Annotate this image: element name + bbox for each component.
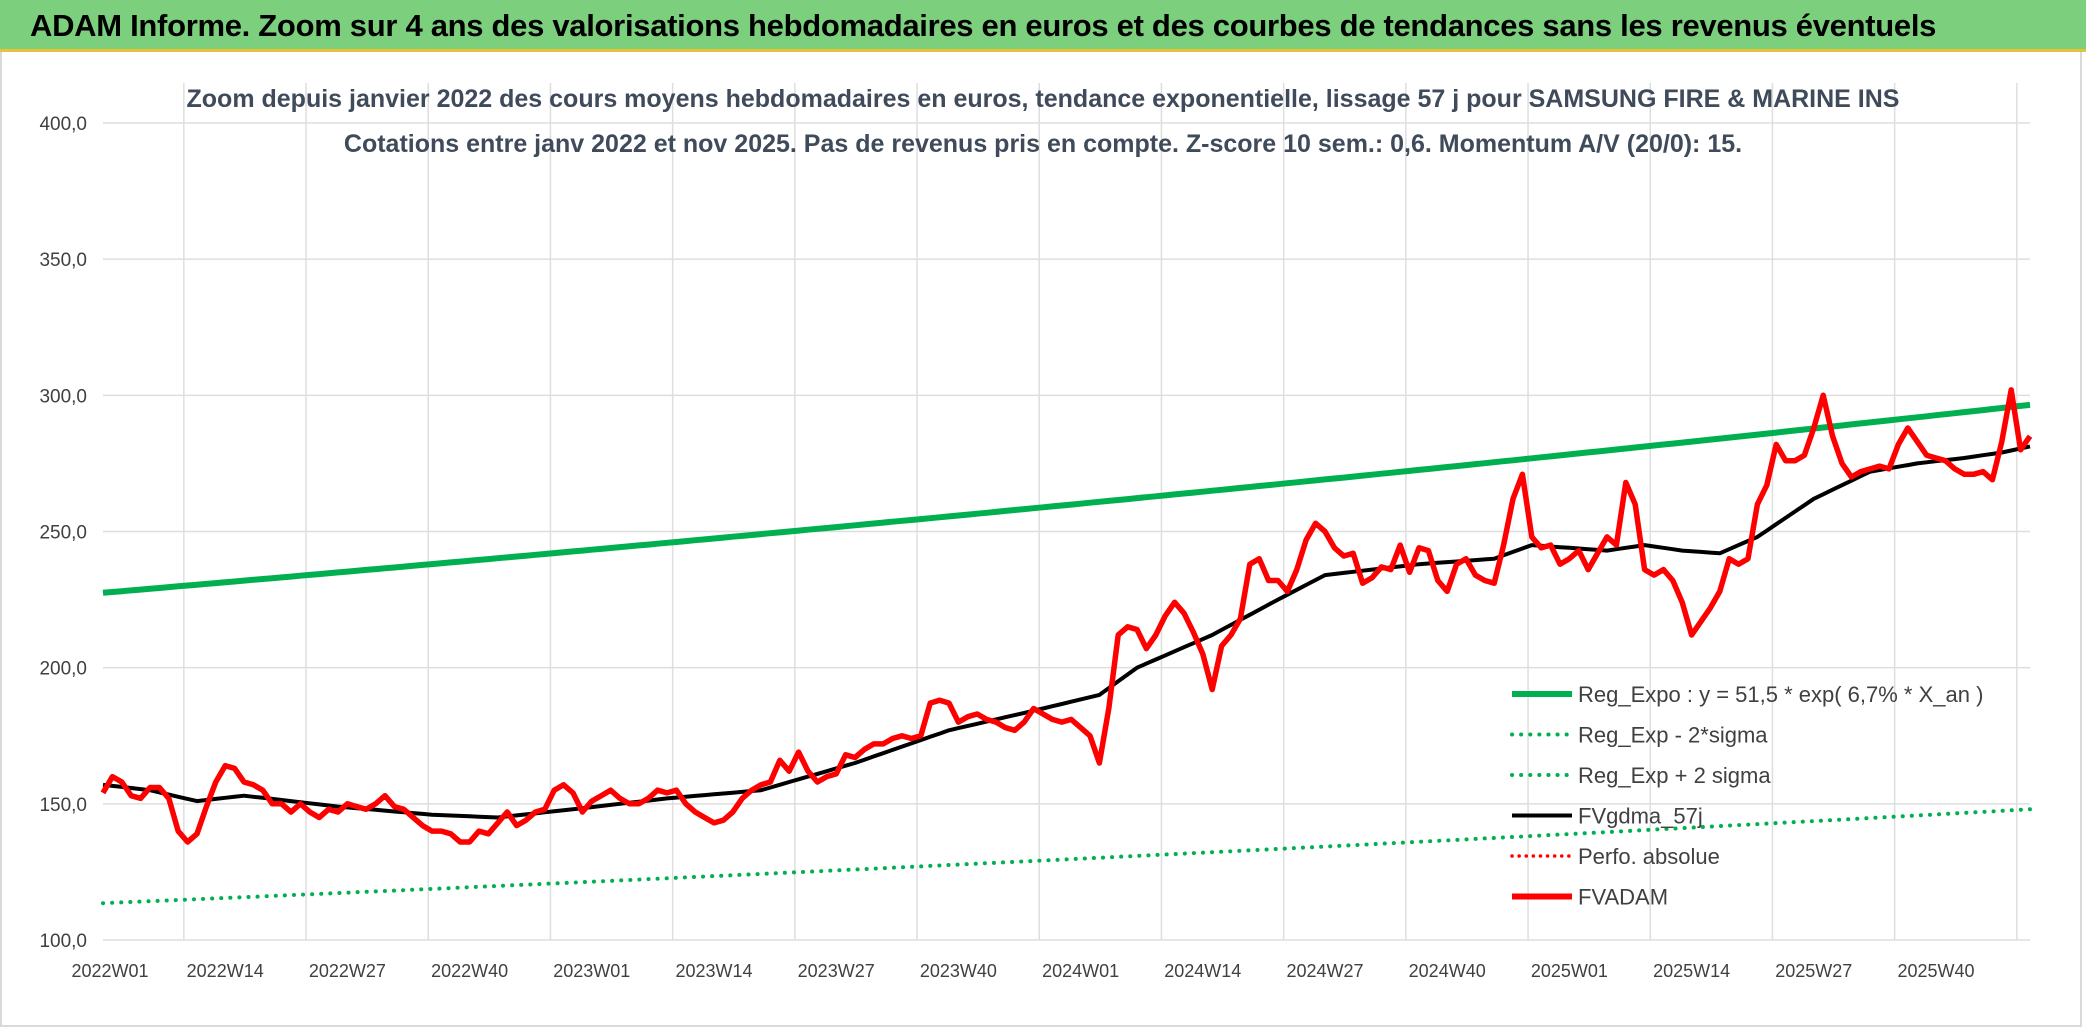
grid-layer (103, 83, 2030, 941)
series-reg-expo (102, 401, 2031, 596)
x-tick-label: 2024W40 (1409, 961, 1486, 981)
series-layer (100, 387, 2033, 906)
y-tick-label: 250,0 (39, 523, 87, 544)
legend-label: Perfo. absolue (1578, 844, 1720, 869)
legend-label: Reg_Expo : y = 51,5 * exp( 6,7% * X_an ) (1578, 682, 1983, 707)
axis-layer: 100,0 150,0 200,0 250,0 300,0 350,0 400,0 2022W… (39, 114, 1974, 981)
x-tick-label: 2022W01 (71, 961, 148, 981)
x-tick-label: 2023W01 (553, 961, 630, 981)
chart-title-line2: Cotations entre janv 2022 et nov 2025. P… (344, 130, 1742, 158)
y-tick-label: 300,0 (39, 386, 87, 407)
header-bar: ADAM Informe. Zoom sur 4 ans des valoris… (0, 0, 2086, 52)
x-tick-label: 2023W27 (798, 961, 875, 981)
x-tick-label: 2025W27 (1775, 961, 1852, 981)
y-tick-label: 100,0 (39, 931, 87, 952)
chart-frame (0, 52, 2082, 1027)
y-tick-label: 150,0 (39, 795, 87, 816)
x-tick-label: 2023W40 (920, 961, 997, 981)
legend: Reg_Expo : y = 51,5 * exp( 6,7% * X_an )… (1510, 682, 1983, 910)
legend-label: FVgdma_57j (1578, 804, 1703, 829)
x-tick-label: 2023W14 (675, 961, 752, 981)
chart-title-line1: Zoom depuis janvier 2022 des cours moyen… (187, 85, 1900, 113)
x-tick-label: 2022W40 (431, 961, 508, 981)
legend-label: Reg_Exp - 2*sigma (1578, 723, 1768, 748)
x-tick-label: 2024W14 (1164, 961, 1241, 981)
series-fvadam (100, 387, 2033, 845)
y-tick-label: 400,0 (39, 114, 87, 135)
y-tick-label: 350,0 (39, 250, 87, 271)
series-reg_minus (101, 807, 2032, 906)
x-tick-label: 2024W01 (1042, 961, 1119, 981)
x-tick-label: 2025W14 (1653, 961, 1730, 981)
x-tick-label: 2022W14 (187, 961, 264, 981)
series-fvgdma-57j (102, 444, 2031, 820)
x-tick-label: 2022W27 (309, 961, 386, 981)
x-tick-label: 2025W01 (1531, 961, 1608, 981)
x-tick-label: 2024W27 (1286, 961, 1363, 981)
legend-label: Reg_Exp + 2 sigma (1578, 763, 1771, 788)
legend-label: FVADAM (1578, 885, 1668, 910)
y-tick-label: 200,0 (39, 659, 87, 680)
header-title: ADAM Informe. Zoom sur 4 ans des valoris… (30, 8, 1937, 43)
x-tick-label: 2025W40 (1897, 961, 1974, 981)
